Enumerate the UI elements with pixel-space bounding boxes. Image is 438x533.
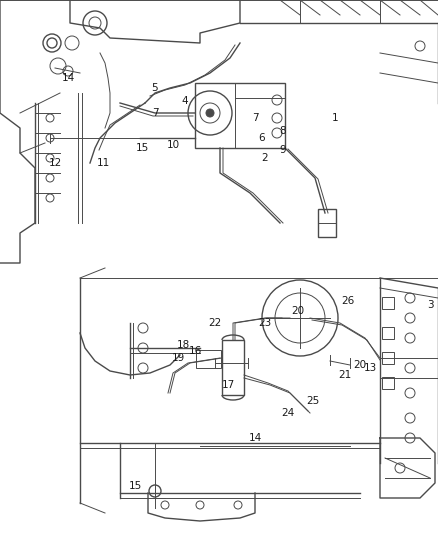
Text: 14: 14 [61, 73, 74, 83]
Bar [382, 377, 394, 389]
Text: 1: 1 [332, 113, 338, 123]
Text: 4: 4 [182, 96, 188, 106]
Text: 15: 15 [135, 143, 148, 153]
Bar [382, 297, 394, 309]
Bar [318, 209, 336, 237]
Text: 26: 26 [341, 296, 355, 306]
Text: 13: 13 [364, 363, 377, 373]
Text: 6: 6 [259, 133, 265, 143]
Text: 7: 7 [152, 108, 158, 118]
Text: 19: 19 [171, 353, 185, 363]
Text: 8: 8 [280, 126, 286, 136]
Text: 9: 9 [280, 145, 286, 155]
Text: 16: 16 [188, 346, 201, 356]
Text: 24: 24 [281, 408, 295, 418]
Text: 3: 3 [427, 300, 433, 310]
Text: 25: 25 [306, 396, 320, 406]
Bar [195, 83, 285, 148]
Text: 2: 2 [261, 153, 268, 163]
Text: 12: 12 [48, 158, 62, 168]
Text: 5: 5 [152, 83, 158, 93]
Text: 15: 15 [128, 481, 141, 491]
Bar [222, 340, 244, 395]
Text: 22: 22 [208, 318, 222, 328]
Text: 23: 23 [258, 318, 272, 328]
Text: 20: 20 [291, 306, 304, 316]
Circle shape [206, 109, 214, 117]
Bar [196, 350, 221, 368]
Text: 17: 17 [221, 380, 235, 390]
Text: 21: 21 [339, 370, 352, 380]
Text: 20: 20 [353, 360, 367, 370]
Text: 10: 10 [166, 140, 180, 150]
Bar [382, 352, 394, 364]
Text: 14: 14 [248, 433, 261, 443]
Text: 18: 18 [177, 340, 190, 350]
Bar [382, 327, 394, 339]
Text: 7: 7 [252, 113, 258, 123]
Text: 11: 11 [96, 158, 110, 168]
